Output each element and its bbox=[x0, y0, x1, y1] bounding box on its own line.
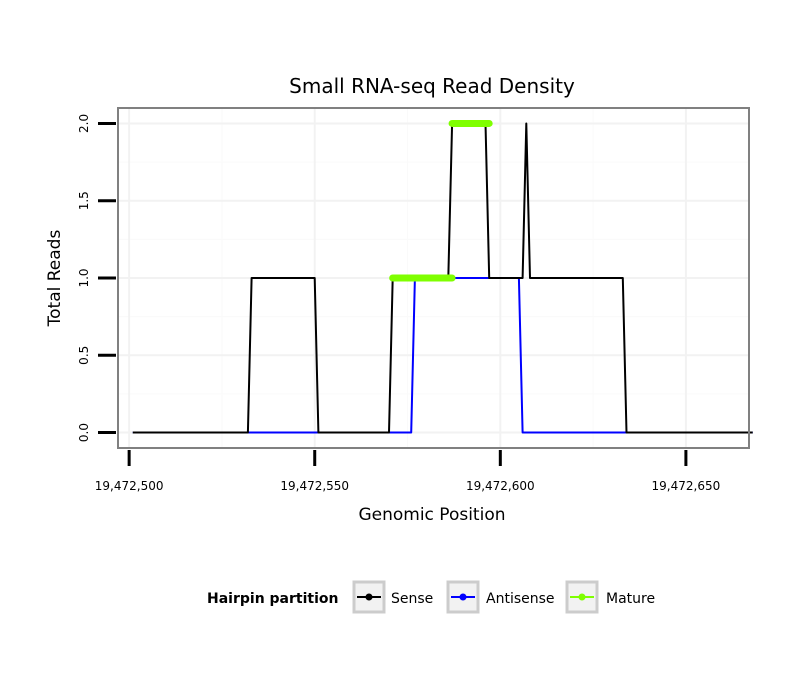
legend-title: Hairpin partition bbox=[207, 591, 338, 607]
series-layer bbox=[132, 119, 753, 434]
plot-area bbox=[117, 107, 753, 449]
x-tick-label-0: 19,472,500 bbox=[95, 479, 164, 493]
legend: Hairpin partition Sense Antisense Mature bbox=[207, 580, 655, 614]
legend-dot-antisense bbox=[459, 593, 467, 601]
y-tick-label-4: 2.0 bbox=[77, 114, 91, 133]
x-tick-label-1: 19,472,550 bbox=[280, 479, 349, 493]
legend-item-sense: Sense bbox=[352, 580, 433, 614]
legend-item-mature: Mature bbox=[565, 580, 655, 614]
y-tick-label-3: 1.5 bbox=[77, 191, 91, 210]
legend-dot-sense bbox=[365, 593, 373, 601]
y-tick-label-1: 0.5 bbox=[77, 346, 91, 365]
y-axis: 0.0 0.5 1.0 1.5 2.0 bbox=[77, 114, 116, 442]
x-tick-label-3: 19,472,650 bbox=[652, 479, 721, 493]
plot-border bbox=[117, 107, 750, 449]
legend-label-mature: Mature bbox=[606, 591, 655, 607]
x-tick-label-2: 19,472,600 bbox=[466, 479, 535, 493]
x-axis: 19,472,500 19,472,550 19,472,600 19,472,650 bbox=[95, 450, 720, 493]
y-tick-label-2: 1.0 bbox=[77, 268, 91, 287]
legend-item-antisense: Antisense bbox=[446, 580, 555, 614]
y-axis-title: Total Reads bbox=[45, 230, 65, 328]
x-axis-title: Genomic Position bbox=[358, 505, 505, 525]
legend-label-sense: Sense bbox=[391, 591, 433, 607]
legend-label-antisense: Antisense bbox=[486, 591, 555, 607]
legend-dot-mature bbox=[578, 593, 586, 601]
chart-title: Small RNA-seq Read Density bbox=[289, 74, 575, 98]
y-tick-label-0: 0.0 bbox=[77, 423, 91, 442]
